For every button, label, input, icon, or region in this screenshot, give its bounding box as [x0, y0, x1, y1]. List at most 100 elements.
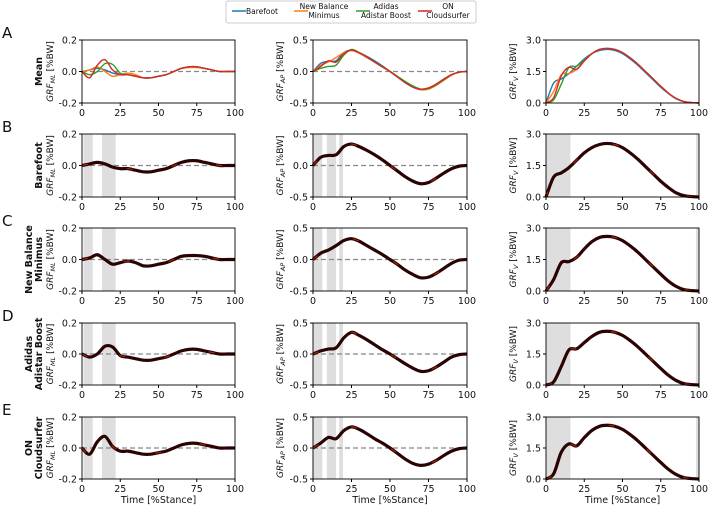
series-highlight — [81, 344, 235, 361]
y-tick-label: 3.0 — [526, 224, 541, 235]
x-tick-label: 0 — [79, 296, 85, 307]
y-tick-label: -0.5 — [289, 287, 308, 298]
y-tick-label: 1.5 — [526, 444, 541, 455]
panel-letter: A — [2, 24, 13, 42]
series-line-adidas-adistar-boost — [312, 48, 468, 91]
x-tick-label: 0 — [79, 202, 85, 213]
row-label: Cloudsurfer — [34, 416, 45, 479]
y-tick-label: 1.5 — [526, 350, 541, 361]
x-tick-label: 50 — [616, 390, 628, 401]
x-tick-label: 50 — [384, 484, 396, 495]
row-E: E -0.2 0.0 0.2 0 25 50 75 100 GRFML [%BW] Time [%S… — [2, 401, 708, 506]
x-tick-label: 0 — [310, 202, 316, 213]
x-tick-label: 75 — [422, 296, 434, 307]
legend-label: Adistar Boost — [361, 11, 411, 20]
x-tick-label: 25 — [578, 296, 590, 307]
y-tick-label: 0.2 — [62, 413, 77, 424]
x-tick-label: 25 — [345, 296, 357, 307]
x-tick-label: 50 — [384, 108, 396, 119]
y-tick-label: 0.0 — [62, 255, 77, 266]
x-tick-label: 75 — [655, 296, 667, 307]
panel-D-AP: -0.5 0.0 0.5 0 25 50 75 100 GRFAP [%BW] — [276, 319, 476, 402]
x-tick-label: 100 — [226, 390, 244, 401]
y-tick-label: -0.2 — [58, 193, 77, 204]
y-axis-label: GRFML [%BW] — [46, 135, 57, 196]
y-tick-label: 0.5 — [293, 130, 308, 141]
x-tick-label: 100 — [226, 108, 244, 119]
x-tick-label: 100 — [690, 296, 708, 307]
legend-label: Cloudsurfer — [426, 11, 470, 20]
x-tick-label: 25 — [345, 390, 357, 401]
shaded-region — [695, 417, 699, 479]
x-tick-label: 0 — [79, 484, 85, 495]
x-tick-label: 50 — [616, 296, 628, 307]
x-tick-label: 75 — [191, 202, 203, 213]
y-axis-label: GRFAP [%BW] — [276, 136, 287, 196]
x-axis-label: Time [%Stance] — [584, 495, 660, 506]
x-axis-label: Time [%Stance] — [351, 495, 427, 506]
panel-C-AP: -0.5 0.0 0.5 0 25 50 75 100 GRFAP [%BW] — [276, 224, 476, 308]
series-line-adidas-adistar-boost — [545, 47, 700, 104]
x-tick-label: 75 — [422, 202, 434, 213]
x-tick-label: 0 — [543, 108, 549, 119]
series-line — [81, 158, 235, 174]
x-tick-label: 50 — [152, 108, 164, 119]
panel-D-V: 0.0 1.5 3.0 0 25 50 75 100 GRFV [%BW] — [509, 319, 708, 402]
x-tick-label: 100 — [690, 484, 708, 495]
series-highlight — [545, 330, 700, 386]
y-tick-label: 0.0 — [293, 350, 308, 361]
y-tick-label: 3.0 — [526, 413, 541, 424]
y-tick-label: -0.5 — [289, 193, 308, 204]
x-tick-label: 75 — [655, 202, 667, 213]
x-tick-label: 0 — [310, 390, 316, 401]
y-tick-label: 0.2 — [62, 224, 77, 235]
panel-E-AP: -0.5 0.0 0.5 0 25 50 75 100 GRFAP [%BW] Time [%St… — [276, 413, 476, 507]
y-axis-label: GRFML [%BW] — [46, 41, 57, 102]
row-label: Mean — [34, 57, 45, 86]
y-tick-label: 1.5 — [526, 67, 541, 78]
y-tick-label: 0.5 — [293, 413, 308, 424]
panel-E-V: 0.0 1.5 3.0 0 25 50 75 100 GRFV [%BW] Time [%Stan… — [509, 413, 708, 507]
y-axis-label: GRFV [%BW] — [509, 137, 520, 193]
y-tick-label: -0.5 — [289, 99, 308, 110]
x-tick-label: 100 — [458, 484, 476, 495]
y-tick-label: 0.0 — [62, 444, 77, 455]
x-tick-label: 0 — [310, 484, 316, 495]
series-line — [544, 141, 700, 199]
panel-letter: C — [2, 212, 12, 230]
row-label: Barefoot — [34, 142, 45, 189]
x-tick-label: 0 — [79, 390, 85, 401]
y-axis-label: GRFAP [%BW] — [276, 42, 287, 102]
y-axis-label: GRFAP [%BW] — [276, 230, 287, 290]
y-tick-label: 0.0 — [62, 67, 77, 78]
legend-box — [225, 0, 477, 24]
x-tick-label: 75 — [191, 108, 203, 119]
y-axis-label: GRFV [%BW] — [509, 420, 520, 476]
panel-D-ML: -0.2 0.0 0.2 0 25 50 75 100 GRFML [%BW] — [46, 319, 244, 402]
row-label: Minimus — [34, 237, 45, 282]
panel-B-AP: -0.5 0.0 0.5 0 25 50 75 100 GRFAP [%BW] — [276, 130, 476, 214]
x-tick-label: 25 — [345, 484, 357, 495]
series-line — [312, 330, 468, 374]
shaded-region — [546, 228, 571, 291]
shaded-region — [546, 417, 571, 479]
y-axis-label: GRFML [%BW] — [46, 418, 57, 479]
x-tick-label: 0 — [543, 202, 549, 213]
panel-E-ML: -0.2 0.0 0.2 0 25 50 75 100 GRFML [%BW] Time [%St… — [46, 413, 244, 507]
series-line-new-balance-minimus — [545, 47, 700, 104]
series-line-on-cloudsurfer — [81, 58, 235, 79]
y-tick-label: -0.5 — [289, 381, 308, 392]
y-tick-label: 0.0 — [526, 475, 541, 486]
y-tick-label: 0.0 — [526, 99, 541, 110]
series-highlight — [312, 331, 468, 373]
y-tick-label: -0.2 — [58, 381, 77, 392]
x-tick-label: 75 — [422, 484, 434, 495]
series-line — [311, 237, 468, 280]
y-tick-label: 0.5 — [293, 224, 308, 235]
legend-label: New Balance — [300, 2, 349, 11]
x-tick-label: 100 — [226, 202, 244, 213]
y-axis-label: GRFAP [%BW] — [276, 324, 287, 384]
x-tick-label: 100 — [226, 484, 244, 495]
x-tick-label: 50 — [384, 202, 396, 213]
